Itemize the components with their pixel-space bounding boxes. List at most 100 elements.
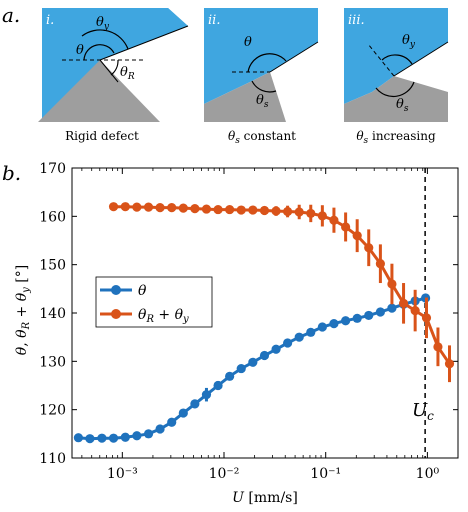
data-point <box>306 327 316 337</box>
data-point <box>375 307 385 317</box>
arc-theta-r-i <box>110 59 119 76</box>
data-point <box>143 429 154 439</box>
data-point <box>120 202 130 212</box>
data-point <box>190 399 200 409</box>
data-point <box>190 204 200 214</box>
x-tick-label: 10⁻¹ <box>310 466 341 482</box>
data-point <box>155 424 165 434</box>
data-point <box>178 203 188 213</box>
x-tick-label: 10⁰ <box>416 466 440 482</box>
roman-ii: ii. <box>208 13 220 28</box>
data-point <box>213 204 223 215</box>
liquid-iii <box>344 8 448 104</box>
panel-a-label: a. <box>2 3 20 27</box>
x-axis-label: U [mm/s] <box>232 490 298 506</box>
data-point <box>108 433 119 443</box>
y-axis-label: θ, θR + θy [°] <box>14 265 32 355</box>
angle-label-theta-i: θ <box>76 43 84 58</box>
data-point <box>73 433 84 443</box>
data-point <box>120 432 130 442</box>
arc-theta-i <box>83 44 115 61</box>
data-point <box>341 316 351 326</box>
y-tick-label: 170 <box>39 161 66 177</box>
data-point <box>236 205 246 215</box>
annotation-uc: Uc <box>412 400 434 423</box>
data-point <box>282 206 293 217</box>
data-point <box>352 313 362 323</box>
defect-line-i <box>99 59 119 83</box>
y-tick-label: 140 <box>39 306 66 322</box>
data-point <box>317 322 327 332</box>
data-point <box>236 363 246 374</box>
legend-marker-sum <box>111 309 121 319</box>
arc-theta-ii <box>247 53 287 73</box>
caption-i: Rigid defect <box>65 129 139 143</box>
caption-ii: θs constant <box>228 129 296 146</box>
data-point <box>225 204 235 215</box>
arc-theta-s-iii <box>375 81 415 98</box>
data-point <box>306 208 316 219</box>
arc-theta-s-ii <box>251 80 277 93</box>
data-point <box>132 431 142 441</box>
data-point <box>167 417 177 427</box>
caption-iii: θs increasing <box>356 129 436 146</box>
data-point <box>375 259 385 269</box>
interface-iii <box>393 41 449 77</box>
data-point <box>433 342 443 352</box>
schematic-ii: ii. θ θs θs constant <box>204 8 319 146</box>
data-point <box>352 231 362 241</box>
solid-i <box>38 60 160 122</box>
data-point <box>329 215 339 225</box>
data-point <box>410 305 420 316</box>
y-tick-label: 150 <box>39 258 66 274</box>
data-point <box>282 338 293 348</box>
data-point <box>444 359 455 369</box>
plot-area: 110 120 130 140 150 160 170 10⁻³ 10⁻² 10⁻¹ 10⁰ <box>39 161 459 482</box>
data-point <box>155 203 165 213</box>
data-point <box>178 408 188 418</box>
data-point <box>341 222 351 232</box>
wedge-line-i <box>99 25 189 61</box>
data-point <box>294 207 304 217</box>
y-tick-label: 130 <box>39 354 66 370</box>
roman-iii: iii. <box>348 13 365 28</box>
solid-ii <box>204 72 286 122</box>
liquid-i-body <box>42 8 188 122</box>
roman-i: i. <box>46 13 54 28</box>
data-point <box>271 344 281 354</box>
angle-label-theta-ii: θ <box>244 35 252 50</box>
data-point <box>143 202 154 212</box>
data-point <box>201 390 212 400</box>
data-point <box>387 279 397 289</box>
arc-theta-y-iii <box>381 54 413 65</box>
x-tick-label: 10⁻³ <box>107 466 138 482</box>
solid-iii <box>344 76 448 122</box>
data-point <box>97 433 107 443</box>
data-point <box>364 243 374 253</box>
legend-marker-theta <box>111 285 121 295</box>
interface-ii <box>269 41 319 73</box>
panel-b-label: b. <box>2 161 21 185</box>
data-point <box>201 204 212 214</box>
data-point <box>271 206 281 216</box>
data-point <box>213 380 223 391</box>
schematic-i: i. θy θ θR Rigid defect <box>38 8 189 143</box>
data-point <box>329 319 339 329</box>
y-tick-label: 160 <box>39 209 66 225</box>
data-point <box>259 205 270 216</box>
data-point <box>398 298 409 308</box>
x-tick-label: 10⁻² <box>209 466 240 482</box>
legend-label-sum: θR + θy <box>138 307 189 325</box>
data-point <box>421 313 432 323</box>
data-point <box>387 303 397 313</box>
data-point <box>85 434 95 444</box>
data-point <box>248 357 258 367</box>
data-point <box>317 211 327 221</box>
y-tick-label: 120 <box>39 403 66 419</box>
data-point <box>248 205 258 215</box>
data-point <box>259 350 270 361</box>
legend: θ θR + θy <box>95 276 213 328</box>
data-point <box>132 202 142 212</box>
data-point <box>225 371 235 381</box>
